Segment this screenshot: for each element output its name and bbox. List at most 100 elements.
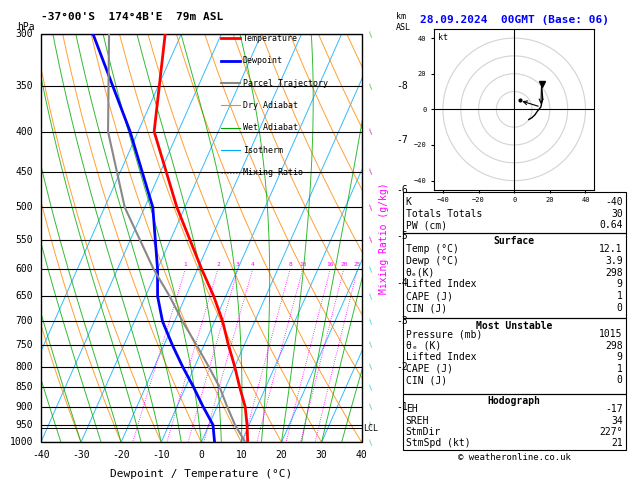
Text: 227°: 227° — [599, 427, 623, 437]
Text: 21: 21 — [611, 438, 623, 448]
Text: CAPE (J): CAPE (J) — [406, 291, 453, 301]
Text: 300: 300 — [15, 29, 33, 39]
Text: 40: 40 — [356, 450, 367, 460]
Text: 28.09.2024  00GMT (Base: 06): 28.09.2024 00GMT (Base: 06) — [420, 15, 609, 25]
Text: 1: 1 — [617, 364, 623, 374]
Text: Dewp (°C): Dewp (°C) — [406, 256, 459, 266]
Text: 25: 25 — [353, 262, 361, 267]
Text: 750: 750 — [15, 340, 33, 350]
Text: /: / — [367, 31, 375, 37]
Text: 700: 700 — [15, 316, 33, 326]
Text: 950: 950 — [15, 420, 33, 430]
Text: 16: 16 — [326, 262, 334, 267]
Text: hPa: hPa — [17, 21, 35, 32]
Text: -20: -20 — [112, 450, 130, 460]
Text: 0: 0 — [617, 375, 623, 385]
Text: 34: 34 — [611, 416, 623, 426]
Text: CAPE (J): CAPE (J) — [406, 364, 453, 374]
Text: /: / — [367, 403, 375, 410]
Text: 20: 20 — [340, 262, 348, 267]
Text: kt: kt — [438, 33, 448, 42]
Text: 0: 0 — [617, 303, 623, 313]
Text: 0: 0 — [198, 450, 204, 460]
Text: Pressure (mb): Pressure (mb) — [406, 329, 482, 339]
Text: 298: 298 — [605, 268, 623, 278]
Text: /: / — [367, 383, 375, 391]
Text: SREH: SREH — [406, 416, 429, 426]
Text: 0.64: 0.64 — [599, 221, 623, 230]
Text: 600: 600 — [15, 264, 33, 274]
Text: θₑ (K): θₑ (K) — [406, 341, 441, 350]
Text: /: / — [367, 318, 375, 325]
Text: Lifted Index: Lifted Index — [406, 279, 476, 289]
Text: 12.1: 12.1 — [599, 244, 623, 254]
Text: -7: -7 — [396, 135, 408, 145]
Text: -6: -6 — [396, 185, 408, 195]
Text: Most Unstable: Most Unstable — [476, 321, 552, 331]
Text: Dewpoint: Dewpoint — [243, 56, 283, 65]
Text: EH: EH — [406, 404, 418, 415]
Text: -30: -30 — [72, 450, 90, 460]
Text: -2: -2 — [396, 362, 408, 372]
Text: 10: 10 — [235, 450, 247, 460]
Text: 650: 650 — [15, 291, 33, 301]
Text: /: / — [367, 265, 375, 273]
Text: -10: -10 — [152, 450, 170, 460]
Text: Temperature: Temperature — [243, 34, 298, 43]
Text: Mixing Ratio (g/kg): Mixing Ratio (g/kg) — [379, 182, 389, 294]
Text: 10: 10 — [299, 262, 306, 267]
Text: 850: 850 — [15, 382, 33, 392]
Text: CIN (J): CIN (J) — [406, 375, 447, 385]
Text: 9: 9 — [617, 279, 623, 289]
Text: 800: 800 — [15, 362, 33, 372]
Text: 9: 9 — [617, 352, 623, 362]
Text: km
ASL: km ASL — [396, 12, 411, 32]
Text: 30: 30 — [316, 450, 328, 460]
Text: 4: 4 — [251, 262, 255, 267]
Text: 350: 350 — [15, 81, 33, 91]
Text: 3.9: 3.9 — [605, 256, 623, 266]
Text: 3: 3 — [236, 262, 240, 267]
Text: -1: -1 — [396, 401, 408, 412]
Text: LCL: LCL — [363, 424, 378, 433]
Text: Wet Adiabat: Wet Adiabat — [243, 123, 298, 132]
Text: 298: 298 — [605, 341, 623, 350]
Text: 900: 900 — [15, 401, 33, 412]
Text: Surface: Surface — [494, 236, 535, 246]
Text: StmDir: StmDir — [406, 427, 441, 437]
Text: Temp (°C): Temp (°C) — [406, 244, 459, 254]
Text: Hodograph: Hodograph — [487, 396, 541, 406]
Text: 30: 30 — [611, 208, 623, 219]
Text: /: / — [367, 363, 375, 370]
Text: /: / — [367, 293, 375, 300]
Text: 2: 2 — [216, 262, 220, 267]
Text: /: / — [367, 341, 375, 348]
Text: 8: 8 — [288, 262, 292, 267]
Text: /: / — [367, 83, 375, 90]
Text: K: K — [406, 197, 411, 207]
Text: -3: -3 — [396, 316, 408, 326]
Text: Dewpoint / Temperature (°C): Dewpoint / Temperature (°C) — [110, 469, 292, 479]
Text: -4: -4 — [396, 278, 408, 288]
Text: /: / — [367, 421, 375, 429]
Text: Dry Adiabat: Dry Adiabat — [243, 101, 298, 110]
Text: Parcel Trajectory: Parcel Trajectory — [243, 79, 328, 87]
Text: /: / — [367, 128, 375, 135]
Text: PW (cm): PW (cm) — [406, 221, 447, 230]
Text: -37°00'S  174°4B'E  79m ASL: -37°00'S 174°4B'E 79m ASL — [41, 12, 223, 22]
Text: -40: -40 — [32, 450, 50, 460]
Text: 1: 1 — [184, 262, 187, 267]
Text: Totals Totals: Totals Totals — [406, 208, 482, 219]
Text: 1015: 1015 — [599, 329, 623, 339]
Text: θₑ(K): θₑ(K) — [406, 268, 435, 278]
Text: Lifted Index: Lifted Index — [406, 352, 476, 362]
Text: -40: -40 — [605, 197, 623, 207]
Text: 550: 550 — [15, 235, 33, 244]
Text: /: / — [367, 168, 375, 175]
Text: -5: -5 — [396, 231, 408, 242]
Text: 20: 20 — [276, 450, 287, 460]
Text: -8: -8 — [396, 81, 408, 91]
Text: CIN (J): CIN (J) — [406, 303, 447, 313]
Text: -17: -17 — [605, 404, 623, 415]
Text: StmSpd (kt): StmSpd (kt) — [406, 438, 470, 448]
